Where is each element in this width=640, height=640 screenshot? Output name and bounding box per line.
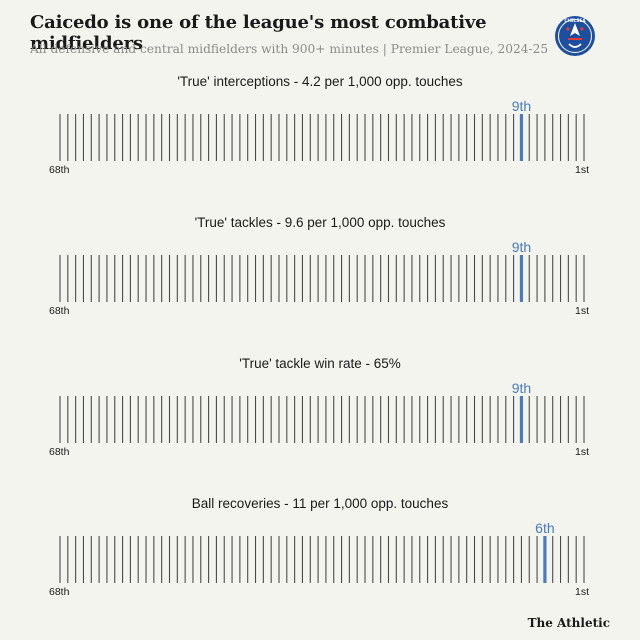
- chart-subtitle: All defensive and central midfielders wi…: [30, 42, 549, 56]
- rank-label: 9th: [511, 98, 532, 114]
- rank-label: 6th: [535, 520, 555, 536]
- worst-rank-label: 68th: [49, 586, 70, 598]
- strip-panel-tackles: 'True' tackles - 9.6 per 1,000 opp. touc…: [0, 215, 640, 325]
- tick-strip: [59, 255, 585, 302]
- worst-rank-label: 68th: [49, 164, 70, 176]
- panel-title: 'True' tackle win rate - 65%: [239, 356, 401, 371]
- strip-panel-ball-recoveries: Ball recoveries - 11 per 1,000 opp. touc…: [0, 496, 640, 606]
- rank-label: 9th: [511, 380, 532, 396]
- best-rank-label: 1st: [575, 586, 590, 598]
- strip-panel-tackle-win-rate: 'True' tackle win rate - 65% 9th 68th 1s…: [0, 356, 640, 466]
- rank-label: 9th: [511, 239, 532, 255]
- panel-title: Ball recoveries - 11 per 1,000 opp. touc…: [191, 496, 449, 511]
- worst-rank-label: 68th: [49, 446, 70, 458]
- tick-strip: [59, 396, 585, 443]
- chelsea-badge-icon: CHELSEA: [555, 16, 595, 56]
- best-rank-label: 1st: [575, 305, 590, 317]
- panel-title: 'True' interceptions - 4.2 per 1,000 opp…: [177, 74, 463, 89]
- publisher-logo: The Athletic: [527, 616, 610, 630]
- chart-title: Caicedo is one of the league's most comb…: [30, 12, 487, 54]
- panel-title: 'True' tackles - 9.6 per 1,000 opp. touc…: [194, 215, 446, 230]
- worst-rank-label: 68th: [49, 305, 70, 317]
- badge-text: CHELSEA: [564, 18, 586, 23]
- tick-strip: [59, 114, 585, 161]
- tick-strip: [59, 536, 585, 583]
- best-rank-label: 1st: [575, 446, 590, 458]
- strip-panel-interceptions: 'True' interceptions - 4.2 per 1,000 opp…: [0, 74, 640, 184]
- best-rank-label: 1st: [575, 164, 590, 176]
